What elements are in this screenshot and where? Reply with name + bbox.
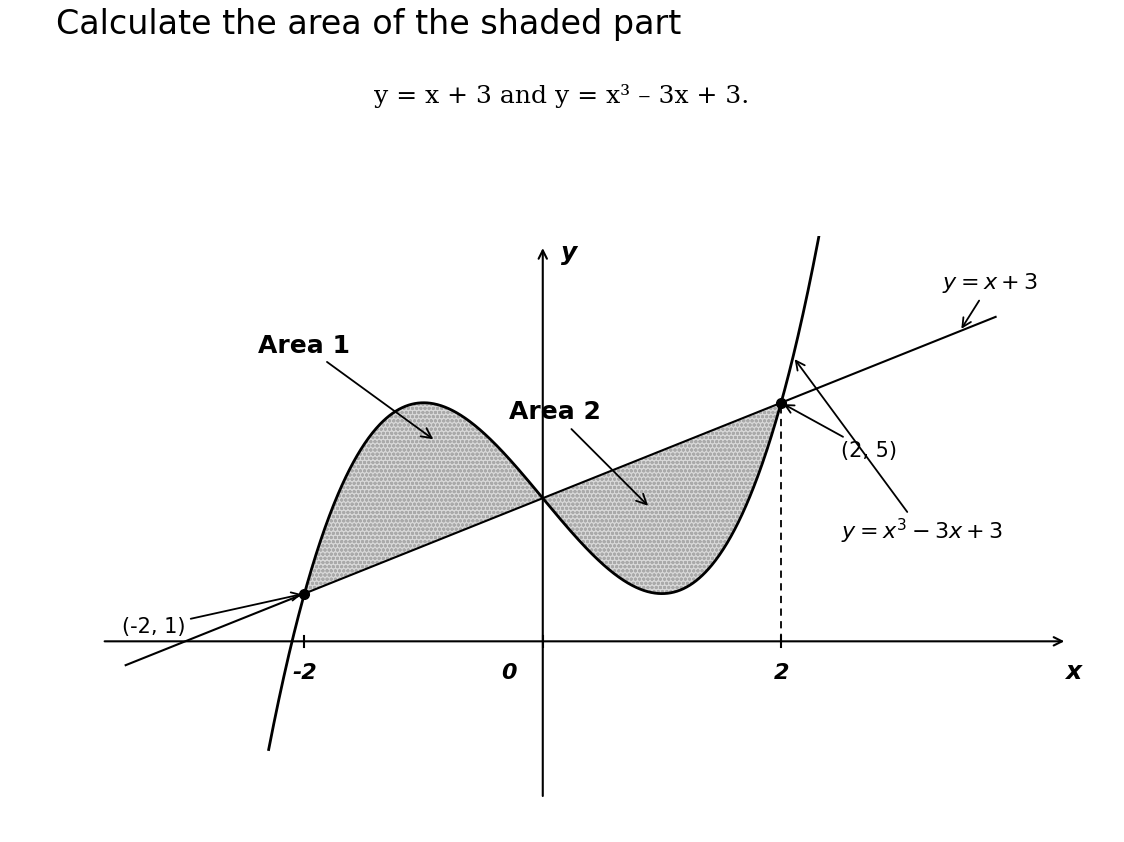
Text: $y = x^3 - 3x + 3$: $y = x^3 - 3x + 3$ (796, 360, 1003, 546)
Text: Area 1: Area 1 (259, 333, 432, 438)
Text: x: x (1066, 660, 1081, 685)
Text: 2: 2 (773, 663, 789, 683)
Text: Calculate the area of the shaded part: Calculate the area of the shaded part (56, 8, 681, 41)
Text: (-2, 1): (-2, 1) (121, 593, 300, 637)
Text: 0: 0 (501, 663, 517, 683)
Text: y = x + 3 and y = x³ – 3x + 3.: y = x + 3 and y = x³ – 3x + 3. (374, 84, 750, 109)
Text: Area 2: Area 2 (509, 400, 646, 504)
Text: y: y (561, 241, 577, 264)
Text: -2: -2 (292, 663, 317, 683)
Text: (2, 5): (2, 5) (786, 405, 897, 461)
Text: $y = x + 3$: $y = x + 3$ (942, 271, 1037, 328)
